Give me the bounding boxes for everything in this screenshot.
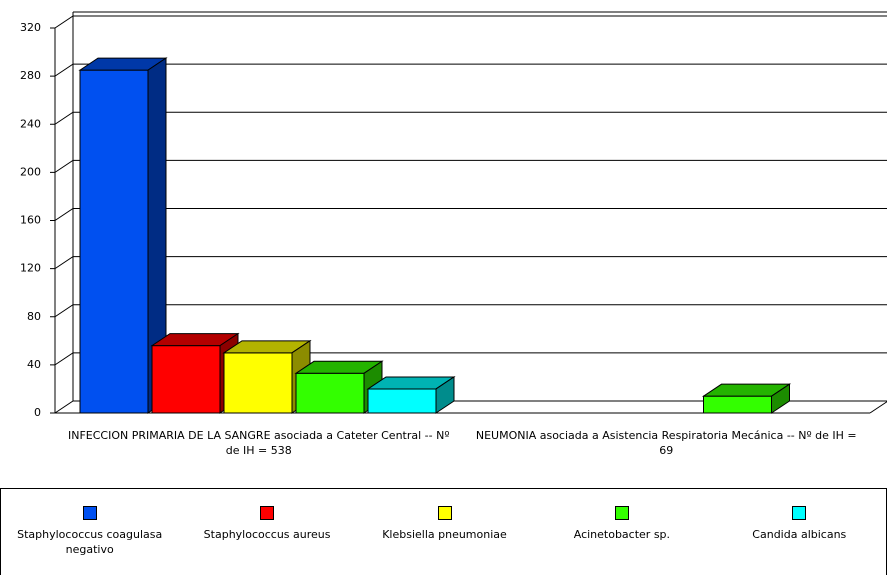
- y-tick-label: 40: [27, 358, 41, 371]
- bar-front: [367, 388, 437, 414]
- legend-swatch: [260, 506, 275, 520]
- grid-line: [54, 15, 887, 29]
- x-tick-label: INFECCION PRIMARIA DE LA SANGRE asociada…: [67, 429, 450, 457]
- bar-side: [435, 376, 455, 414]
- grid-line: [54, 111, 887, 125]
- y-tick-label: 160: [20, 214, 41, 227]
- chart: 0 40 80 120 160 200 240 280 320: [20, 11, 887, 419]
- legend-swatch: [437, 506, 452, 520]
- bar-front: [151, 345, 221, 414]
- y-tick-label: 0: [34, 406, 41, 419]
- legend-label: Staphylococcus aureus: [203, 528, 331, 541]
- legend-label: Candida albicans: [752, 528, 847, 541]
- grid-line: [54, 400, 887, 414]
- grid-line: [54, 304, 887, 318]
- bar-front: [223, 352, 293, 414]
- legend-label: Klebsiella pneumoniae: [382, 528, 507, 541]
- legend-label: Acinetobacter sp.: [573, 528, 671, 541]
- y-tick-label: 320: [20, 21, 41, 34]
- grid-line: [54, 352, 887, 366]
- legend-swatch: [792, 506, 807, 520]
- y-tick-label: 240: [20, 117, 41, 130]
- y-tick-label: 200: [20, 165, 41, 178]
- bar-front: [703, 395, 772, 414]
- y-tick-label: 80: [27, 310, 41, 323]
- bar-side: [771, 383, 790, 414]
- y-tick-label: 280: [20, 69, 41, 82]
- legend-swatch: [614, 506, 629, 520]
- bar-front: [295, 372, 365, 414]
- floor-right: [869, 401, 887, 414]
- legend-swatch: [82, 506, 97, 520]
- grid-line: [54, 63, 887, 77]
- grid-line: [54, 208, 887, 221]
- grid-line: [54, 256, 887, 270]
- x-tick-label: NEUMONIA asociada a Asistencia Respirato…: [475, 429, 857, 457]
- y-tick-label: 120: [20, 262, 41, 275]
- bar-front: [79, 69, 149, 414]
- legend-label: Staphylococcus coagulasa negativo: [17, 528, 163, 556]
- legend: Staphylococcus coagulasa negativo Staphyl…: [0, 488, 887, 575]
- grid-line: [54, 159, 887, 173]
